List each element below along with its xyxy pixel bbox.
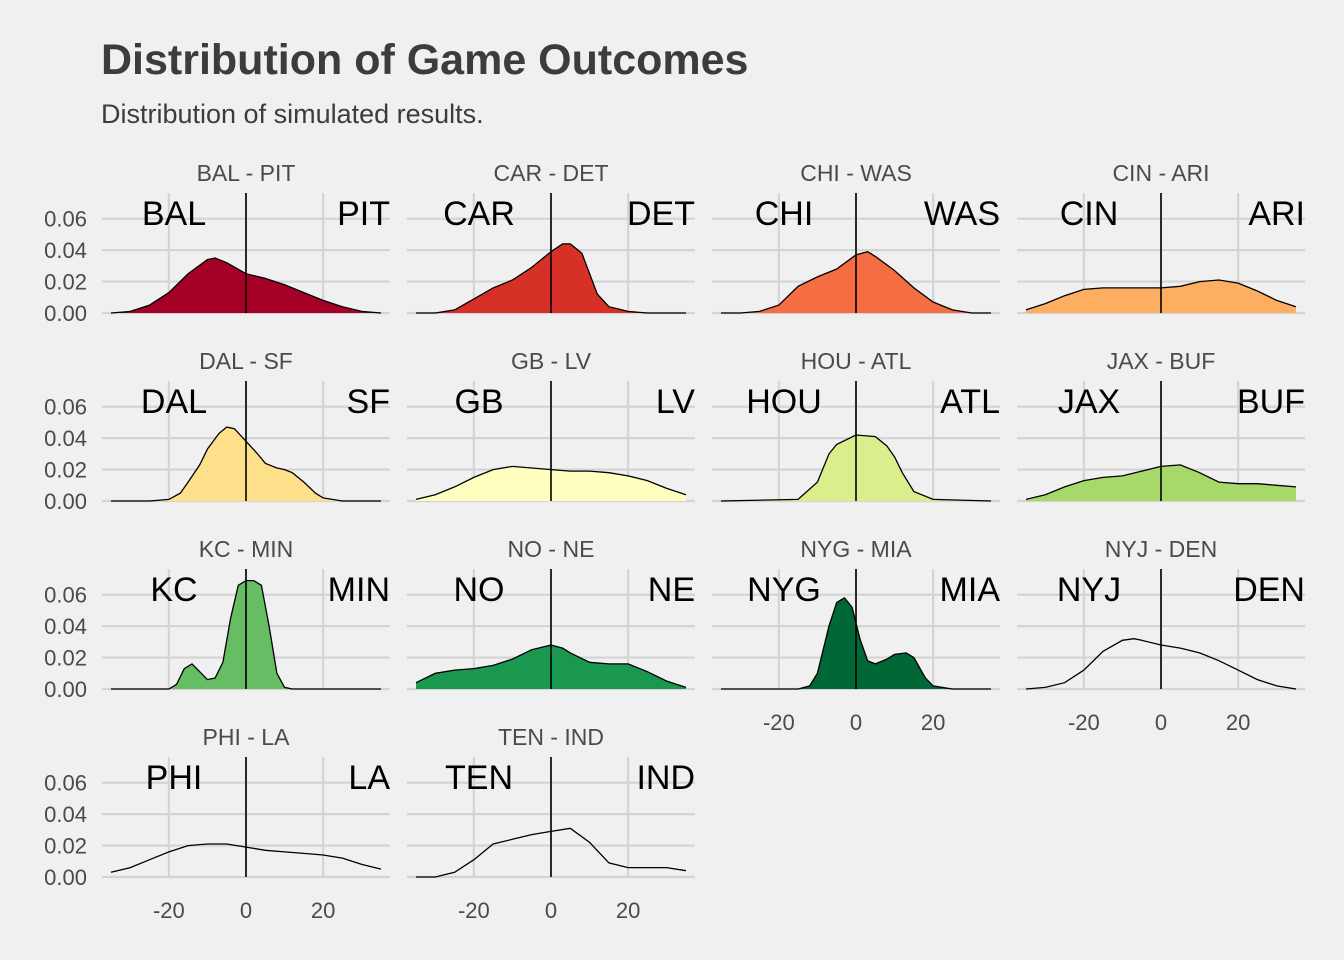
x-tick-label: 20 — [921, 710, 945, 735]
axes: 0.00 0.02 0.04 0.06 0.00 0.02 0.04 0.06 0.00 0.02… — [44, 207, 1250, 923]
y-tick-label: 0.06 — [44, 583, 87, 608]
y-tick-label: 0.02 — [44, 458, 87, 483]
density-line — [721, 597, 991, 690]
right-team-label: LV — [656, 383, 695, 421]
y-tick-label: 0.06 — [44, 207, 87, 232]
density-line — [415, 644, 687, 689]
facet-strip-label: CAR - DET — [494, 160, 609, 186]
left-team-label: KC — [150, 571, 197, 609]
y-tick-label: 0.06 — [44, 771, 87, 796]
y-tick-label: 0.04 — [44, 802, 87, 827]
facet-strip-label: HOU - ATL — [801, 348, 912, 374]
x-tick-label: 20 — [311, 898, 335, 923]
density-line — [111, 579, 381, 690]
x-tick-label: -20 — [153, 898, 185, 923]
right-team-label: WAS — [924, 195, 1000, 233]
x-tick-label: 0 — [545, 898, 557, 923]
right-team-label: DET — [627, 195, 695, 233]
y-tick-label: 0.00 — [44, 865, 87, 890]
y-tick-label: 0.04 — [44, 426, 87, 451]
facet-panel: JAX - BUF JAX BUF — [1017, 348, 1305, 503]
left-team-label: JAX — [1058, 383, 1120, 421]
chart-subtitle: Distribution of simulated results. — [101, 99, 484, 129]
left-team-label: CIN — [1060, 195, 1119, 233]
x-tick-label: -20 — [763, 710, 795, 735]
right-team-label: DEN — [1233, 571, 1305, 609]
facet-panel: DAL - SF DAL SF — [102, 348, 390, 503]
right-team-label: ARI — [1248, 195, 1305, 233]
density-line — [720, 434, 992, 502]
facet-strip-label: BAL - PIT — [197, 160, 296, 186]
left-team-label: CHI — [755, 195, 814, 233]
y-tick-label: 0.06 — [44, 395, 87, 420]
left-team-label: NYJ — [1057, 571, 1121, 609]
right-team-label: SF — [347, 383, 390, 421]
left-team-label: NO — [454, 571, 505, 609]
facet-strip-label: NO - NE — [508, 536, 595, 562]
y-tick-label: 0.00 — [44, 489, 87, 514]
left-team-label: TEN — [445, 759, 513, 797]
facet-strip-label: GB - LV — [511, 348, 592, 374]
left-team-label: CAR — [443, 195, 515, 233]
facet-panel: NYJ - DEN NYJ DEN — [1017, 536, 1305, 691]
facet-panel: CHI - WAS CHI WAS — [712, 160, 1000, 315]
x-tick-label: 0 — [850, 710, 862, 735]
y-tick-label: 0.00 — [44, 301, 87, 326]
left-team-label: NYG — [747, 571, 821, 609]
facet-strip-label: TEN - IND — [498, 724, 604, 750]
facet-strip-label: CHI - WAS — [800, 160, 912, 186]
right-team-label: BUF — [1237, 383, 1305, 421]
left-team-label: DAL — [141, 383, 207, 421]
right-team-label: NE — [648, 571, 695, 609]
y-tick-label: 0.02 — [44, 834, 87, 859]
right-team-label: MIA — [940, 571, 1001, 609]
left-team-label: GB — [454, 383, 503, 421]
left-team-label: BAL — [142, 195, 206, 233]
x-tick-label: 0 — [240, 898, 252, 923]
x-tick-label: 20 — [1226, 710, 1250, 735]
facet-panel: CIN - ARI CIN ARI — [1017, 160, 1305, 315]
right-team-label: MIN — [328, 571, 390, 609]
facet-strip-label: CIN - ARI — [1112, 160, 1209, 186]
chart-title: Distribution of Game Outcomes — [101, 36, 748, 84]
density-line — [110, 257, 382, 314]
x-tick-label: 0 — [1155, 710, 1167, 735]
facet-panel: HOU - ATL HOU ATL — [712, 348, 1000, 503]
facet-strip-label: DAL - SF — [199, 348, 293, 374]
facet-panel: NYG - MIA NYG MIA — [712, 536, 1001, 691]
x-tick-label: -20 — [1068, 710, 1100, 735]
facet-panel: TEN - IND TEN IND — [407, 724, 695, 879]
right-team-label: IND — [636, 759, 695, 797]
facet-strip-label: PHI - LA — [203, 724, 291, 750]
facet-strip-label: KC - MIN — [199, 536, 294, 562]
left-team-label: PHI — [146, 759, 203, 797]
facet-strip-label: NYG - MIA — [800, 536, 912, 562]
y-tick-label: 0.02 — [44, 646, 87, 671]
density-line — [721, 250, 991, 314]
facet-panel: GB - LV GB LV — [407, 348, 695, 503]
density-line — [416, 243, 686, 314]
facet-panel: CAR - DET CAR DET — [407, 160, 695, 315]
facet-strip-label: NYJ - DEN — [1105, 536, 1217, 562]
right-team-label: LA — [348, 759, 390, 797]
x-tick-label: -20 — [458, 898, 490, 923]
right-team-label: ATL — [940, 383, 1000, 421]
x-tick-label: 20 — [616, 898, 640, 923]
left-team-label: HOU — [746, 383, 822, 421]
right-team-label: PIT — [337, 195, 390, 233]
y-tick-label: 0.02 — [44, 270, 87, 295]
facet-panel: BAL - PIT BAL PIT — [102, 160, 390, 315]
y-tick-label: 0.04 — [44, 238, 87, 263]
y-tick-label: 0.04 — [44, 614, 87, 639]
facet-strip-label: JAX - BUF — [1107, 348, 1216, 374]
y-tick-label: 0.00 — [44, 677, 87, 702]
density-line — [1025, 638, 1297, 690]
